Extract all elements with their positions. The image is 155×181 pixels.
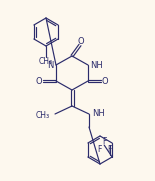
Text: NH: NH [92,110,105,119]
Text: NH: NH [90,60,103,70]
Text: O: O [78,37,84,45]
Text: CH₃: CH₃ [36,111,50,121]
Text: N: N [48,60,54,70]
Text: F: F [107,146,111,155]
Text: F: F [97,146,101,155]
Text: O: O [102,77,108,85]
Text: CH₃: CH₃ [39,56,53,66]
Text: O: O [36,77,42,85]
Text: F: F [102,136,106,146]
